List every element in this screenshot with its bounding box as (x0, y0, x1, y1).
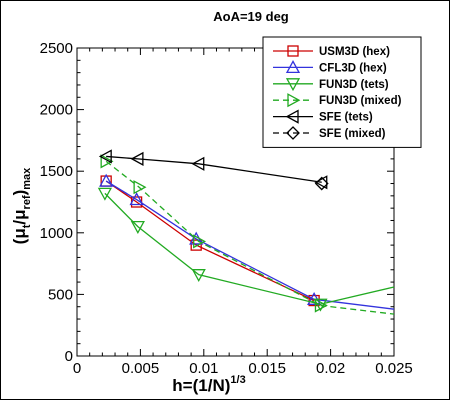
x-tick-label: 0.01 (189, 360, 218, 377)
data-point-sfe-mixed (314, 176, 329, 191)
x-tick-label: 0.005 (122, 360, 160, 377)
data-point-cfl3d-hex (99, 173, 114, 187)
series-cfl3d-hex (99, 173, 395, 310)
y-tick-label: 500 (48, 286, 73, 303)
data-point-fun3d-mixed (133, 180, 147, 195)
series-line-usm3d-hex (105, 180, 315, 302)
data-point-cfl3d-hex (129, 192, 144, 206)
legend-label-fun3d-mixed: FUN3D (mixed) (319, 95, 402, 107)
legend-label-usm3d-hex: USM3D (hex) (319, 46, 390, 58)
data-point-usm3d-hex (190, 239, 202, 251)
y-tick-label: 1500 (40, 163, 73, 180)
data-point-fun3d-tets (191, 269, 206, 283)
legend-label-sfe-mixed: SFE (mixed) (319, 128, 386, 140)
series-sfe-mixed (314, 176, 329, 191)
y-tick-label: 2000 (40, 102, 73, 119)
legend-marker-cfl3d-hex (285, 60, 301, 74)
legend-label-sfe-tets: SFE (tets) (319, 112, 373, 124)
x-tick-label: 0.015 (248, 360, 286, 377)
series-fun3d-tets (97, 187, 395, 312)
x-tick-label: 0.02 (316, 360, 345, 377)
legend-marker-fun3d-tets (285, 78, 301, 92)
y-axis-label: (μt/μref)max (10, 167, 33, 244)
data-point-sfe-tets (130, 151, 144, 166)
legend-marker-fun3d-mixed (287, 93, 301, 108)
legend-label-cfl3d-hex: CFL3D (hex) (319, 62, 387, 74)
x-axis-label: h=(1/N)1/3 (172, 374, 245, 395)
legend-label-fun3d-tets: FUN3D (tets) (319, 79, 389, 91)
series-usm3d-hex (100, 175, 320, 307)
data-point-fun3d-tets (313, 298, 328, 312)
series-line-cfl3d-hex (105, 180, 395, 310)
y-tick-label: 0 (65, 348, 73, 365)
series-fun3d-mixed (100, 154, 395, 315)
chart-title: AoA=19 deg (213, 9, 289, 24)
series-line-sfe-tets (106, 155, 322, 183)
plot-area-frame (76, 47, 395, 357)
series-line-fun3d-tets (104, 192, 395, 305)
data-point-fun3d-tets (130, 220, 145, 234)
legend-marker-usm3d-hex (287, 45, 299, 57)
legend-marker-sfe-tets (285, 109, 299, 124)
data-point-fun3d-mixed (100, 154, 114, 169)
x-tick-label: 0 (73, 360, 81, 377)
data-point-fun3d-tets (97, 187, 112, 201)
series-line-fun3d-mixed (105, 160, 395, 315)
data-point-fun3d-mixed (314, 298, 328, 313)
y-tick-label: 1000 (40, 225, 73, 242)
data-point-sfe-tets (191, 156, 205, 171)
x-tick-label: 0.025 (375, 360, 413, 377)
data-point-fun3d-mixed (193, 234, 207, 249)
data-point-sfe-tets (98, 149, 112, 164)
legend-marker-sfe-mixed (286, 126, 300, 140)
y-tick-label: 2500 (40, 40, 73, 57)
